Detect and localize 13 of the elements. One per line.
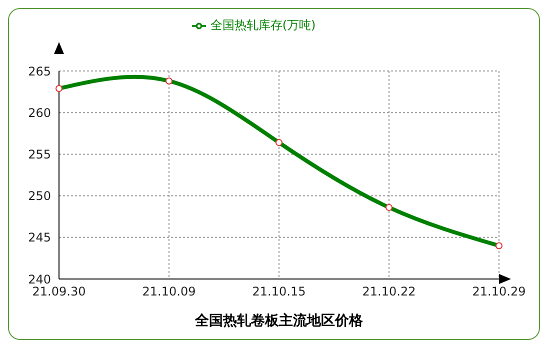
legend-label: 全国热轧库存(万吨) <box>210 18 316 32</box>
x-tick-label: 21.10.29 <box>472 284 526 299</box>
y-tick-label: 250 <box>28 189 51 204</box>
y-tick-label: 265 <box>28 64 51 78</box>
y-tick-label: 240 <box>28 272 51 286</box>
x-axis-title: 全国热轧卷板主流地区价格 <box>194 312 364 329</box>
x-tick-label: 21.10.09 <box>142 284 196 299</box>
x-tick-label: 21.10.15 <box>252 284 306 299</box>
y-tick-label: 255 <box>28 147 51 162</box>
y-tick-label: 260 <box>28 106 51 120</box>
x-tick-label: 21.09.30 <box>32 284 86 299</box>
y-tick-label: 245 <box>28 230 51 245</box>
x-tick-label: 21.10.22 <box>362 284 416 299</box>
